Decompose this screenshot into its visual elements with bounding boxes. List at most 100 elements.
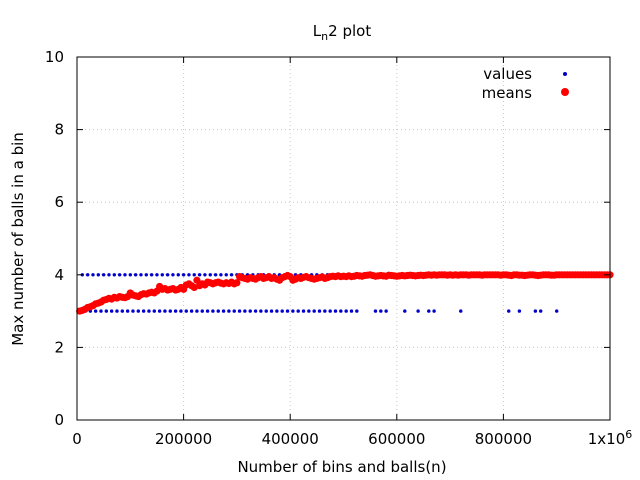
point-values — [219, 273, 223, 277]
x-tick-label: 800000 — [475, 430, 532, 448]
point-values — [275, 309, 279, 313]
point-values — [248, 309, 252, 313]
point-values — [160, 273, 164, 277]
point-values — [213, 273, 218, 277]
point-values — [323, 309, 327, 313]
point-values — [125, 309, 130, 313]
point-values — [317, 309, 322, 313]
point-means — [193, 276, 201, 284]
point-values — [109, 309, 114, 313]
point-values — [259, 309, 263, 313]
y-tick-label: 10 — [45, 48, 64, 66]
point-values — [344, 309, 348, 313]
point-values — [328, 309, 332, 313]
point-values — [227, 309, 231, 313]
point-values — [200, 309, 204, 313]
chart-title-rest: 2 plot — [328, 22, 371, 40]
plot-frame — [76, 56, 611, 421]
point-values — [253, 309, 258, 313]
point-values — [333, 309, 338, 313]
point-values — [384, 309, 388, 313]
point-values — [123, 273, 127, 277]
point-values — [104, 309, 109, 313]
point-values — [216, 309, 220, 313]
data-points — [76, 271, 614, 315]
point-values — [179, 309, 183, 313]
point-values — [163, 309, 167, 313]
chart-title-main: L — [313, 22, 322, 40]
point-values — [168, 309, 172, 313]
point-values — [91, 273, 95, 277]
x-tick-label: 1x106 — [588, 428, 633, 448]
y-tick-label: 2 — [54, 338, 64, 356]
point-values — [459, 309, 463, 313]
point-values — [171, 273, 175, 277]
point-values — [307, 309, 311, 313]
point-values — [112, 273, 117, 277]
point-values — [136, 309, 140, 313]
point-values — [232, 309, 236, 313]
point-values — [107, 273, 111, 277]
legend-label-means: means — [482, 84, 533, 102]
point-values — [144, 273, 148, 277]
point-values — [192, 273, 196, 277]
point-values — [93, 309, 98, 313]
point-values — [264, 309, 268, 313]
point-values — [301, 309, 306, 313]
point-values — [517, 309, 522, 313]
legend-marker-values — [563, 72, 567, 76]
x-tick-label: 400000 — [262, 430, 319, 448]
y-axis-label: Max number of balls in a bin — [9, 132, 27, 346]
point-values — [243, 309, 247, 313]
point-values — [96, 273, 101, 277]
point-values — [432, 309, 436, 313]
point-values — [416, 309, 420, 313]
point-values — [379, 309, 383, 313]
point-values — [539, 309, 543, 313]
point-values — [211, 309, 215, 313]
y-tick-label: 8 — [54, 121, 64, 139]
point-values — [117, 273, 122, 277]
legend-label-values: values — [483, 65, 532, 83]
point-values — [128, 273, 132, 277]
point-values — [280, 309, 284, 313]
point-values — [189, 309, 194, 313]
point-values — [152, 309, 156, 313]
point-values — [115, 309, 119, 313]
x-tick-label: 600000 — [368, 430, 425, 448]
point-values — [237, 309, 242, 313]
chart-title-subscript: n — [321, 30, 328, 43]
point-means — [233, 279, 241, 287]
point-values — [427, 309, 431, 313]
x-tick-label: 200000 — [155, 430, 212, 448]
point-values — [173, 309, 178, 313]
point-values — [291, 309, 295, 313]
point-values — [141, 309, 146, 313]
point-values — [195, 309, 199, 313]
point-values — [224, 273, 228, 277]
point-values — [229, 273, 234, 277]
point-values — [165, 273, 170, 277]
point-values — [533, 309, 538, 313]
chart-title: Ln2 plot — [313, 22, 372, 43]
point-values — [403, 309, 407, 313]
legend-marker-means — [561, 88, 569, 96]
point-values — [139, 273, 143, 277]
point-values — [285, 309, 290, 313]
legend: values means — [482, 65, 569, 102]
point-values — [157, 309, 162, 313]
point-values — [373, 309, 378, 313]
point-values — [312, 309, 316, 313]
y-tick-label: 4 — [54, 266, 64, 284]
point-values — [296, 309, 300, 313]
point-values — [149, 273, 154, 277]
point-values — [101, 273, 106, 277]
point-values — [205, 309, 210, 313]
point-values — [85, 273, 90, 277]
x-axis-label: Number of bins and balls(n) — [237, 458, 446, 476]
point-values — [339, 309, 343, 313]
point-values — [349, 309, 354, 313]
point-values — [555, 309, 559, 313]
